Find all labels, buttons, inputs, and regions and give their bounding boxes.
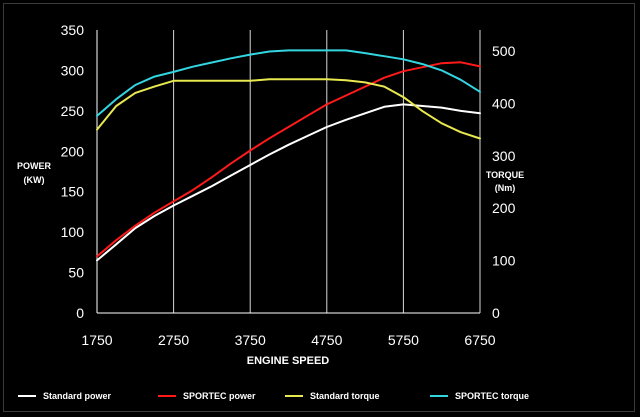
x-tick-label: 4750: [311, 332, 342, 348]
standard-power-legend-label: Standard power: [43, 391, 112, 401]
left-tick-label: 350: [61, 22, 85, 38]
right-tick-label: 200: [492, 200, 516, 216]
x-tick-label: 6750: [464, 332, 495, 348]
x-tick-label: 3750: [235, 332, 266, 348]
right-axis-title-line2: (Nm): [495, 183, 516, 193]
sportec-power-legend-label: SPORTEC power: [183, 391, 256, 401]
x-tick-labels: 1750 2750 3750 4750 5750 6750: [81, 332, 495, 348]
right-tick-label: 300: [492, 148, 516, 164]
x-tick-label: 1750: [81, 332, 112, 348]
standard-torque-legend-label: Standard torque: [310, 391, 380, 401]
left-tick-label: 300: [61, 62, 85, 78]
left-tick-label: 250: [61, 103, 85, 119]
sportec-torque-line: [96, 49, 481, 117]
x-axis-title: ENGINE SPEED: [247, 355, 330, 367]
x-tick-label: 5750: [388, 332, 419, 348]
axes: [96, 30, 480, 314]
left-tick-label: 200: [61, 143, 85, 159]
left-axis-title-line2: (KW): [24, 175, 45, 185]
x-tick-label: 2750: [158, 332, 189, 348]
legend: Standard power SPORTEC power Standard torq…: [18, 391, 529, 401]
left-tick-label: 0: [76, 305, 84, 321]
left-axis-title-line1: POWER: [17, 161, 52, 171]
chart-frame: [3, 3, 635, 412]
right-tick-label: 400: [492, 95, 516, 111]
right-tick-label: 100: [492, 253, 516, 269]
sportec-torque-legend-label: SPORTEC torque: [455, 391, 529, 401]
left-tick-label: 100: [61, 224, 85, 240]
left-tick-label: 150: [61, 184, 85, 200]
right-tick-labels: 0 100 200 300 400 500: [492, 43, 516, 321]
left-tick-label: 50: [68, 265, 84, 281]
right-tick-label: 0: [492, 305, 500, 321]
sportec-power-line: [96, 61, 481, 258]
right-tick-label: 500: [492, 43, 516, 59]
right-axis-title-line1: TORQUE: [486, 170, 524, 180]
series-lines: [96, 49, 481, 262]
standard-torque-line: [96, 78, 481, 140]
left-tick-labels: 0 50 100 150 200 250 300 350: [61, 22, 85, 321]
gridlines: [173, 30, 481, 313]
